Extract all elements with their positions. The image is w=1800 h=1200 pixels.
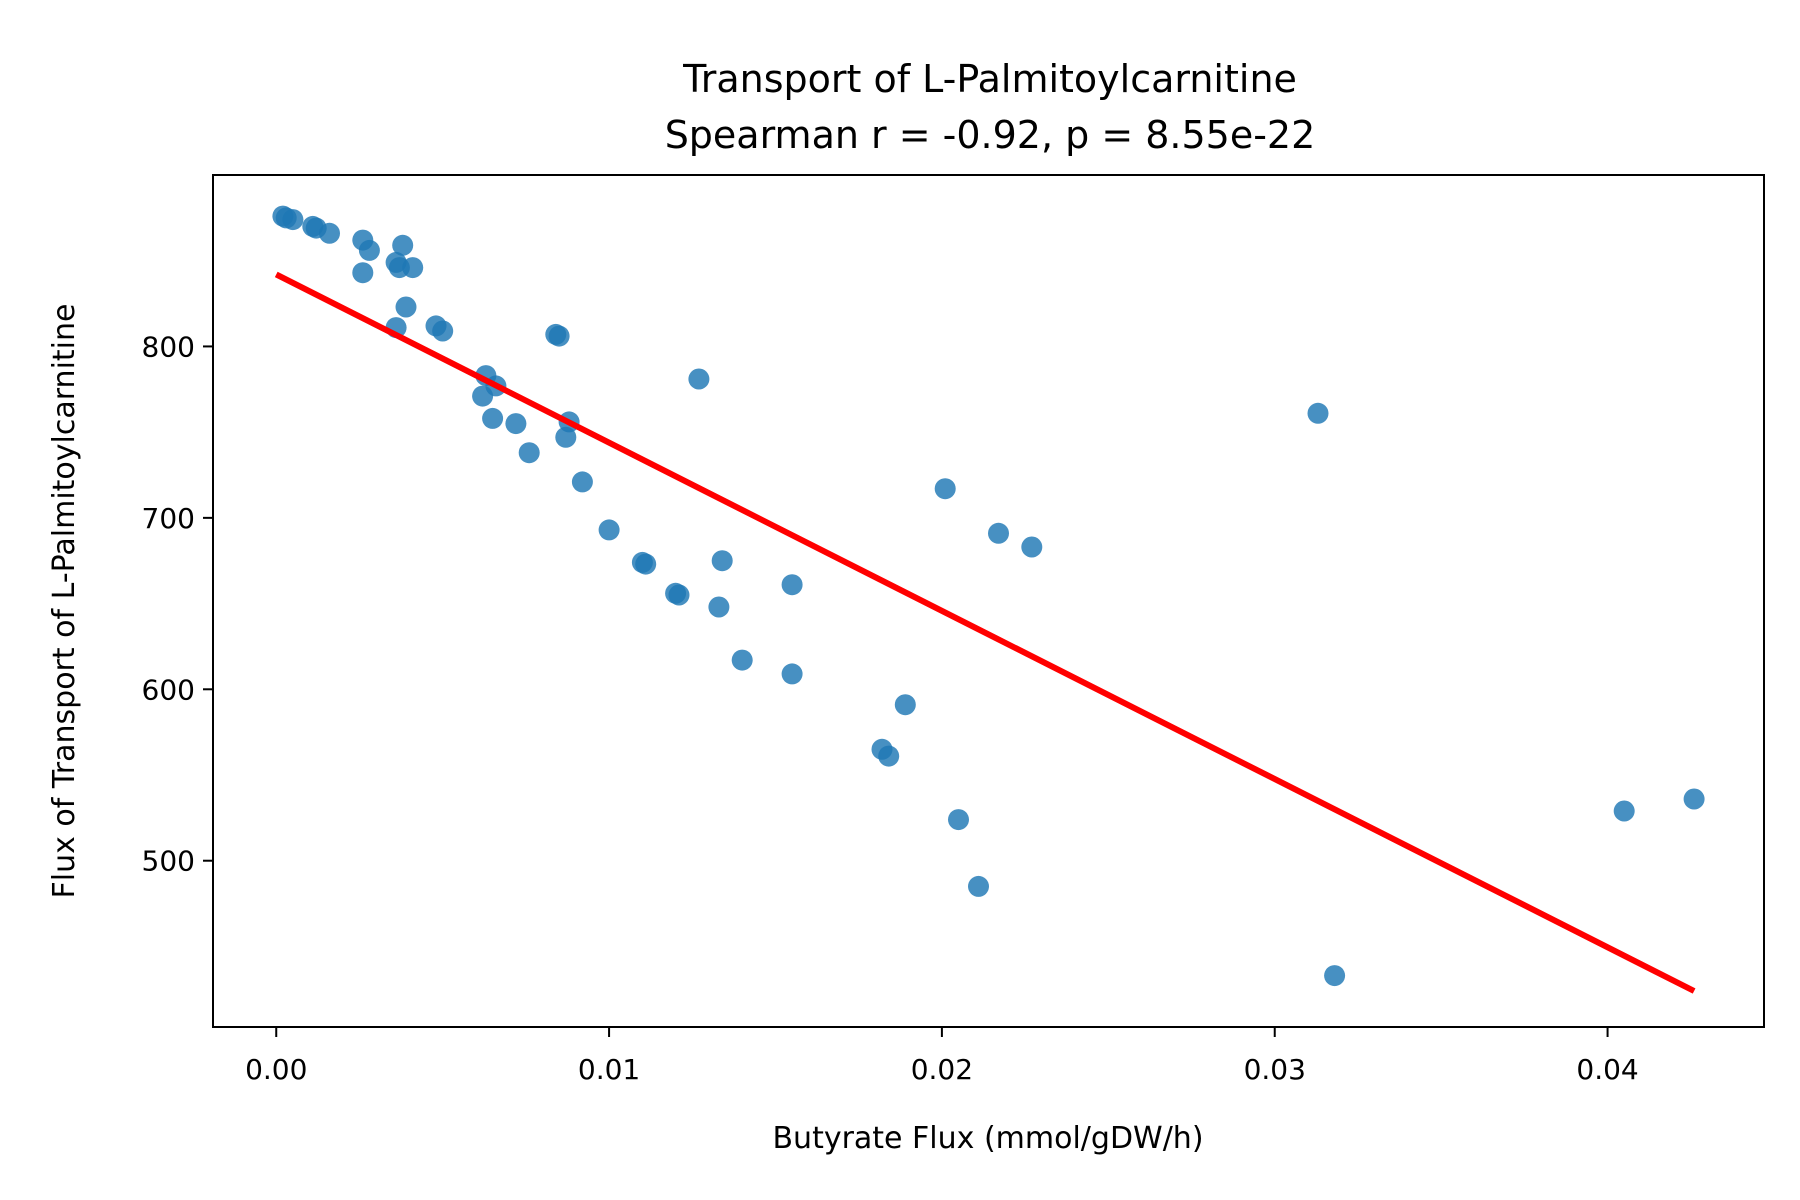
data-point xyxy=(472,385,494,407)
y-axis-label: Flux of Transport of L-Palmitoylcarnitin… xyxy=(47,304,82,899)
x-tick-label: 0.01 xyxy=(578,1053,640,1086)
data-point xyxy=(518,442,540,464)
data-point xyxy=(548,325,570,347)
chart-subtitle: Spearman r = -0.92, p = 8.55e-22 xyxy=(665,113,1316,157)
y-tick-label: 600 xyxy=(142,673,195,706)
y-tick-label: 800 xyxy=(142,330,195,363)
data-point xyxy=(731,649,753,671)
data-point xyxy=(711,550,733,572)
x-tick-label: 0.00 xyxy=(245,1053,307,1086)
data-point xyxy=(934,478,956,500)
data-point xyxy=(505,413,527,435)
data-point xyxy=(1613,800,1635,822)
data-point xyxy=(1021,536,1043,558)
data-point xyxy=(781,574,803,596)
data-point xyxy=(482,407,504,429)
data-point xyxy=(392,234,414,256)
plot-area-frame xyxy=(212,174,1765,1028)
chart-title: Transport of L-Palmitoylcarnitine xyxy=(682,57,1297,101)
x-tick-label: 0.04 xyxy=(1576,1053,1638,1086)
data-point xyxy=(781,663,803,685)
data-point xyxy=(1683,788,1705,810)
data-point xyxy=(571,471,593,493)
data-point xyxy=(402,257,424,279)
data-point xyxy=(688,368,710,390)
data-point xyxy=(1324,965,1346,987)
data-point xyxy=(988,522,1009,544)
data-point xyxy=(598,519,620,541)
x-tick-label: 0.03 xyxy=(1244,1053,1306,1086)
data-point xyxy=(894,694,916,716)
data-points xyxy=(272,205,1705,987)
data-point xyxy=(282,209,304,231)
x-axis-label: Butyrate Flux (mmol/gDW/h) xyxy=(772,1121,1203,1156)
data-point xyxy=(319,222,340,244)
trendline xyxy=(274,271,1696,994)
data-point xyxy=(352,262,374,284)
x-axis: 0.00 0.01 0.02 0.03 0.04 xyxy=(245,1027,1639,1086)
data-point xyxy=(358,239,380,261)
x-tick-label: 0.02 xyxy=(911,1053,973,1086)
data-point xyxy=(948,809,969,831)
y-tick-label: 700 xyxy=(142,502,195,535)
data-point xyxy=(708,596,730,618)
data-point xyxy=(432,320,454,342)
data-point xyxy=(968,875,989,897)
data-point xyxy=(395,296,417,318)
trendline-group xyxy=(274,271,1696,994)
data-point xyxy=(635,553,657,575)
data-point xyxy=(668,584,690,606)
data-point xyxy=(555,426,577,448)
data-point xyxy=(878,745,900,767)
y-tick-label: 500 xyxy=(142,845,195,878)
data-point xyxy=(1307,402,1329,424)
y-axis: 500 600 700 800 xyxy=(142,330,213,878)
